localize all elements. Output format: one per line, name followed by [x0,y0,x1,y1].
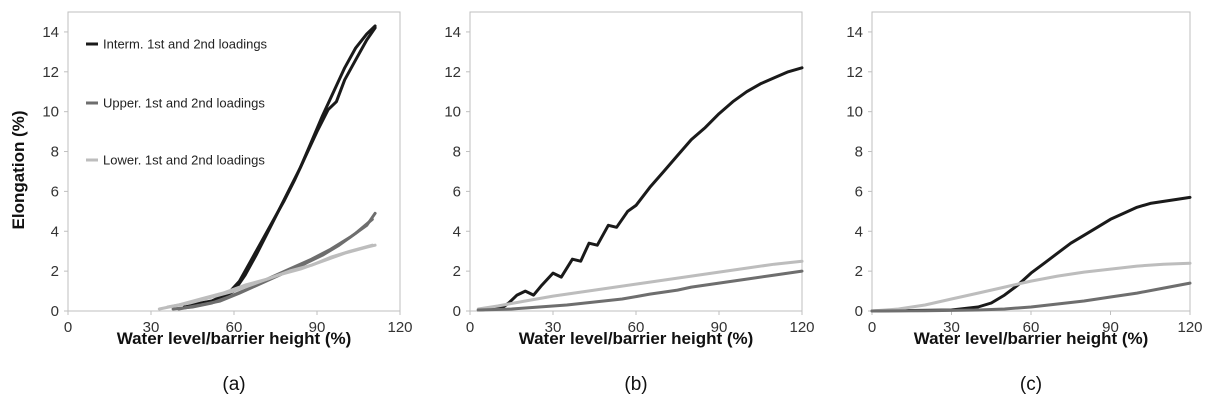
chart-3-y-tick-label: 0 [855,303,863,320]
chart-2-x-tick-label: 90 [711,319,728,336]
chart-2-series-line-3 [476,269,804,312]
chart-1-y-tick-label: 10 [42,104,59,121]
chart-3-y-tick-label: 10 [846,104,863,121]
chart-3-y-tick-label: 8 [855,144,863,161]
chart-1-series-line-2 [188,26,377,307]
chart-2-y-tick-label: 12 [444,64,461,81]
chart-3-x-tick-label: 60 [1023,319,1040,336]
chart-2-x-tick-label: 120 [789,319,814,336]
chart-1-y-tick-label: 8 [51,144,59,161]
chart-3-x-tick-label: 30 [943,319,960,336]
chart-1-x-axis-title: Water level/barrier height (%) [117,329,352,348]
chart-2-series-line-1 [476,66,804,312]
chart-2-y-tick-label: 6 [453,183,461,200]
chart-2-y-tick-label: 14 [444,24,461,41]
chart-2-x-axis-title: Water level/barrier height (%) [519,329,754,348]
chart-1-x-tick-label: 60 [226,319,243,336]
chart-2-y-tick-label: 8 [453,144,461,161]
chart-2-y-tick-label: 0 [453,303,461,320]
chart-1-series-line-6 [166,243,377,309]
chart-1-legend-label: Interm. 1st and 2nd loadings [103,37,268,52]
chart-1-x-tick-label: 90 [309,319,326,336]
y-axis-title: Elongation (%) [9,111,28,230]
chart-2-x-tick-label: 30 [545,319,562,336]
chart-3-x-tick-label: 0 [868,319,876,336]
chart-1-y-tick-label: 6 [51,183,59,200]
chart-1-y-tick-label: 4 [51,223,59,240]
chart-2-series-line-2 [476,259,804,311]
chart-3-x-axis-title: Water level/barrier height (%) [914,329,1149,348]
chart-1-legend-label: Upper. 1st and 2nd loadings [103,96,265,111]
chart-3-y-tick-label: 2 [855,263,863,280]
chart-1-x-tick-label: 30 [143,319,160,336]
chart-3-y-tick-label: 6 [855,183,863,200]
chart-1-series-line-4 [177,217,374,311]
chart-1-x-tick-label: 0 [64,319,72,336]
chart-3-series-line-3 [870,281,1192,313]
chart-3-y-tick-label: 4 [855,223,863,240]
chart-2-panel-label: (b) [624,374,647,395]
chart-1-x-tick-label: 120 [387,319,412,336]
chart-3-x-tick-label: 90 [1102,319,1119,336]
chart-1-legend-label: Lower. 1st and 2nd loadings [103,153,265,168]
chart-3-y-tick-label: 14 [846,24,863,41]
chart-1-y-tick-label: 14 [42,24,59,41]
chart-3-y-tick-label: 12 [846,64,863,81]
chart-1-y-tick-label: 0 [51,303,59,320]
chart-2-x-tick-label: 60 [628,319,645,336]
chart-1-panel-label: (a) [222,374,245,395]
chart-2-y-tick-label: 2 [453,263,461,280]
chart-3-panel-label: (c) [1020,374,1042,395]
chart-3-series-line-2 [870,261,1192,313]
chart-3-x-tick-label: 120 [1177,319,1202,336]
chart-1-y-tick-label: 12 [42,64,59,81]
chart-2-x-tick-label: 0 [466,319,474,336]
chart-2-y-tick-label: 10 [444,104,461,121]
chart-1-y-tick-label: 2 [51,263,59,280]
chart-2-y-tick-label: 4 [453,223,461,240]
chart-1-series-line-3 [171,211,377,311]
chart-3-series-line-1 [870,195,1192,313]
